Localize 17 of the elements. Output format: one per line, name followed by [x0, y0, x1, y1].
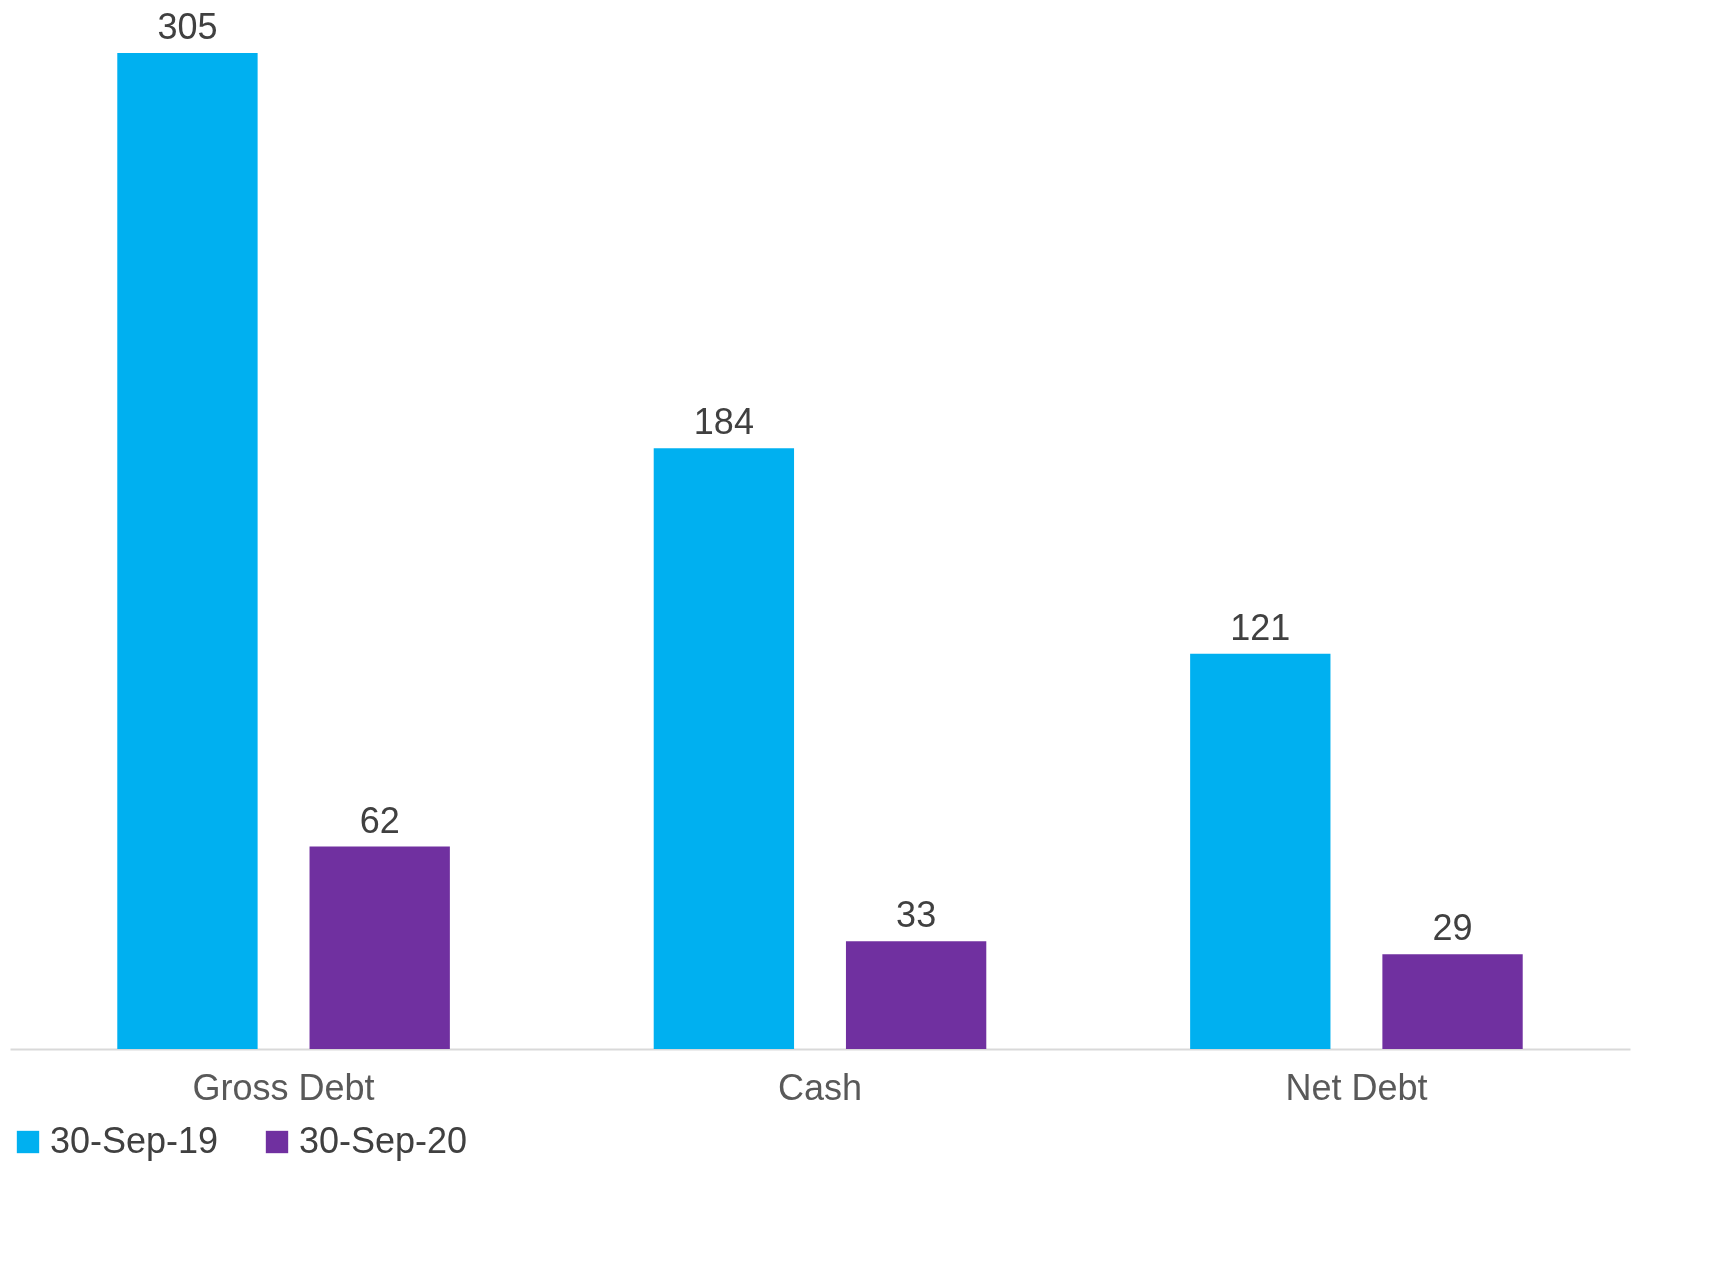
data-label: 305 [157, 6, 218, 47]
bar [1382, 954, 1523, 1049]
bar [117, 53, 258, 1049]
bar [653, 448, 795, 1049]
bar [845, 941, 987, 1049]
bar [309, 846, 450, 1049]
x-tick-label: Gross Debt [192, 1066, 375, 1108]
legend-label: 30-Sep-19 [50, 1120, 219, 1161]
bar [1190, 653, 1331, 1049]
data-label: 33 [896, 894, 937, 936]
data-label: 184 [693, 401, 754, 443]
x-tick-label: Cash [777, 1066, 863, 1108]
data-label: 29 [1432, 907, 1473, 949]
data-label: 62 [359, 799, 400, 841]
data-label: 121 [1230, 606, 1291, 648]
x-tick-label: Net Debt [1285, 1066, 1428, 1108]
legend-label: 30-Sep-20 [299, 1120, 468, 1161]
